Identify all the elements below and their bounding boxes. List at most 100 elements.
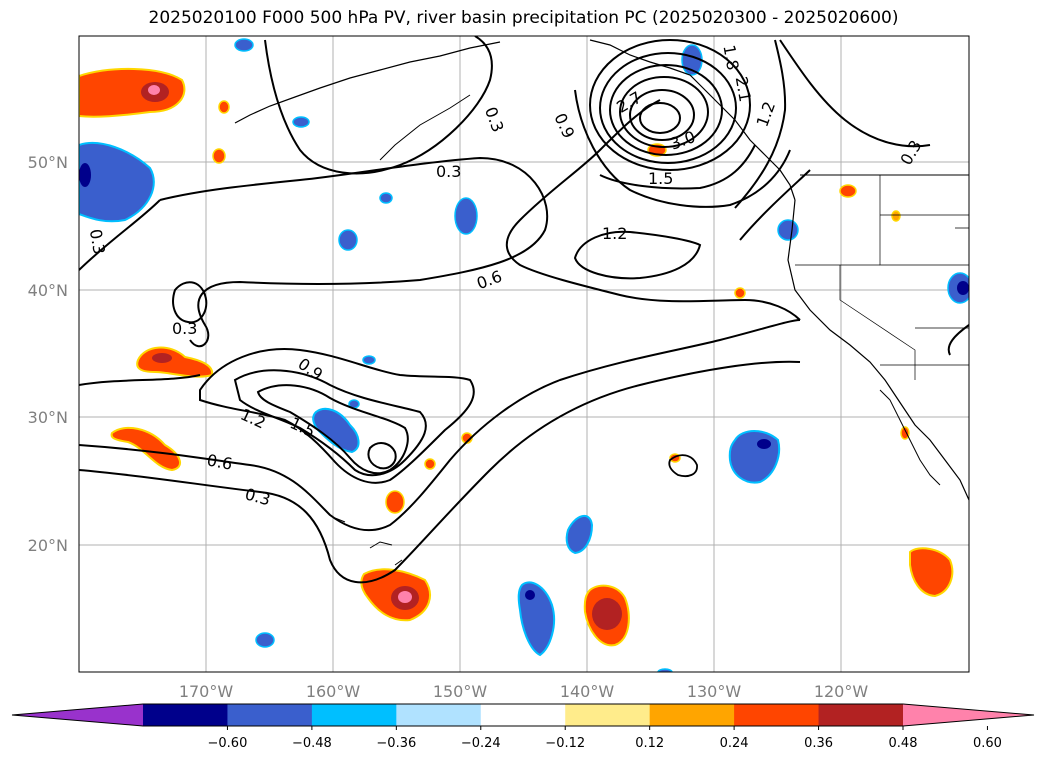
colorbar-segment: [734, 704, 820, 726]
contour-label: 0.3: [172, 319, 197, 338]
precip-positive-blob: [79, 67, 186, 118]
colorbar-segment: [227, 704, 313, 726]
pv-contour-0.3: [159, 156, 549, 348]
precip-negative-blob: [79, 163, 91, 187]
baja-coast: [879, 389, 941, 486]
pv-contour-0.3: [172, 281, 208, 324]
colorbar-tick-label: 0.60: [973, 736, 1002, 751]
lon-label: 160°W: [306, 682, 361, 701]
precip-negative-blob: [517, 581, 556, 657]
precip-positive-blob: [592, 598, 622, 630]
pv-contour-1.5: [367, 442, 397, 470]
colorbar-extend-high: [903, 704, 1034, 726]
colorbar-segment: [396, 704, 482, 726]
colorbar-tick-label: 0.36: [804, 736, 833, 751]
precip-positive-blob: [212, 148, 226, 164]
precip-positive-blob: [152, 353, 172, 363]
lat-label: 40°N: [28, 281, 68, 300]
pv-contour-0.3: [79, 374, 201, 386]
pv-contour-1.5: [599, 144, 756, 190]
contour-label: 2.1: [732, 75, 755, 103]
pv-contour-0.3: [79, 199, 161, 271]
lon-label: 150°W: [433, 682, 488, 701]
precip-positive-blob: [385, 490, 405, 514]
precip-negative-blob: [338, 229, 358, 251]
colorbar-tick-label: −0.36: [376, 736, 416, 751]
pv-contours: [79, 36, 969, 584]
lat-label: 20°N: [28, 536, 68, 555]
pv-contour-3.0: [629, 89, 695, 141]
pv-contour-0.3: [264, 36, 493, 175]
colorbar-outline: [11, 703, 1035, 727]
precip-negative-blob: [292, 116, 310, 128]
contour-label: 1.2: [602, 224, 627, 243]
pv-contour-1.2: [734, 39, 787, 209]
pv-contour-1.2: [739, 169, 811, 241]
map-title: 2025020100 F000 500 hPa PV, river basin …: [148, 8, 899, 28]
precip-positive-blob: [900, 426, 910, 440]
precip-negative-blob: [312, 407, 360, 454]
colorbar-tick-label: 0.24: [720, 736, 749, 751]
precip-positive-blob: [148, 85, 160, 95]
contour-label: 1.8: [719, 43, 742, 71]
colorbar: [11, 703, 1035, 727]
pv-contour-0.6: [79, 319, 801, 532]
lat-label: 30°N: [28, 408, 68, 427]
colorbar-tick-label: −0.60: [208, 736, 248, 751]
pv-contour-0.3: [668, 454, 698, 478]
precip-positive-blob: [839, 184, 857, 198]
lon-label: 130°W: [687, 682, 742, 701]
gridlines: [79, 36, 969, 672]
hawaii-island: [394, 559, 403, 566]
contour-label: 1.5: [648, 169, 673, 188]
precip-negative-blob: [957, 281, 969, 295]
state-border: [955, 227, 969, 300]
colorbar-segment: [649, 704, 735, 726]
latitude-labels: 50°N 40°N 30°N 20°N: [28, 153, 68, 555]
precip-positive-blob: [734, 287, 746, 299]
precip-negative-blob: [79, 141, 155, 223]
pv-contour-0.3: [779, 39, 931, 148]
lon-label: 140°W: [560, 682, 615, 701]
precip-positive-blob: [424, 458, 436, 470]
colorbar-segment: [480, 704, 566, 726]
colorbar-segment: [143, 704, 228, 726]
precip-positive-blob: [398, 591, 412, 603]
colorbar-tick-label: 0.12: [635, 736, 664, 751]
colorbar-tick-label: −0.24: [461, 736, 501, 751]
precip-positive-blob: [218, 100, 230, 114]
precip-negative-blob: [255, 632, 275, 648]
contour-label: 0.6: [205, 451, 233, 474]
pv-contour-1.8: [589, 39, 751, 171]
lon-label: 170°W: [179, 682, 234, 701]
us-west-coast: [787, 199, 969, 501]
precip-negative-blob: [362, 355, 376, 365]
colorbar-tick-label: 0.48: [889, 736, 918, 751]
precipitation-fill: [79, 38, 969, 672]
aleutian-islands: [379, 94, 471, 161]
pv-contour-1.2: [573, 230, 702, 280]
precip-positive-blob: [909, 547, 954, 598]
colorbar-tick-label: −0.48: [292, 736, 332, 751]
lon-label: 120°W: [814, 682, 869, 701]
pv-contour-0.9: [574, 89, 791, 208]
precip-positive-blob: [891, 210, 901, 222]
contour-label: 0.3: [86, 228, 109, 256]
precip-negative-blob: [657, 668, 673, 672]
pv-contour-0.3: [947, 324, 969, 356]
precip-negative-blob: [565, 515, 594, 555]
pv-contour-3.3: [639, 102, 681, 134]
precip-negative-blob: [777, 219, 799, 241]
colorbar-extend-low: [12, 704, 143, 726]
precip-negative-blob: [379, 192, 393, 204]
colorbar-segment: [565, 704, 651, 726]
colorbar-ticks: −0.60 −0.48 −0.36 −0.24 −0.12 0.12 0.24 0.36 0.4…: [208, 726, 1002, 751]
pv-contour-1.2: [233, 369, 427, 477]
plot-area: [79, 36, 969, 672]
pv-contour-0.6: [505, 99, 801, 321]
longitude-labels: 170°W 160°W 150°W 140°W 130°W 120°W: [179, 682, 869, 701]
coastlines: [234, 39, 969, 566]
pv-contour-1.5: [256, 384, 409, 475]
pv-contour-2.4: [609, 64, 723, 156]
